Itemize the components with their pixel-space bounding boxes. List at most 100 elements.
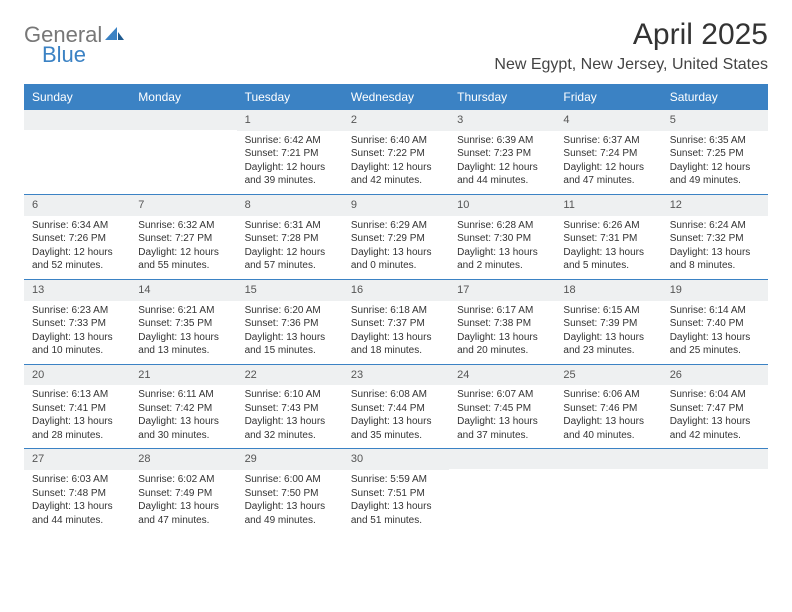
empty-cell: [555, 449, 661, 533]
day-body: Sunrise: 6:23 AMSunset: 7:33 PMDaylight:…: [24, 301, 130, 364]
day-body: Sunrise: 6:14 AMSunset: 7:40 PMDaylight:…: [662, 301, 768, 364]
day-body: Sunrise: 5:59 AMSunset: 7:51 PMDaylight:…: [343, 470, 449, 533]
day-number: [130, 110, 236, 130]
day-body: [130, 130, 236, 139]
day-body: Sunrise: 6:04 AMSunset: 7:47 PMDaylight:…: [662, 385, 768, 448]
day-body: [662, 469, 768, 478]
day-number: [555, 449, 661, 469]
weeks-container: 1Sunrise: 6:42 AMSunset: 7:21 PMDaylight…: [24, 110, 768, 533]
day-body: Sunrise: 6:10 AMSunset: 7:43 PMDaylight:…: [237, 385, 343, 448]
day-cell: 19Sunrise: 6:14 AMSunset: 7:40 PMDayligh…: [662, 280, 768, 364]
day-cell: 9Sunrise: 6:29 AMSunset: 7:29 PMDaylight…: [343, 195, 449, 279]
day-header-sunday: Sunday: [24, 84, 130, 110]
day-body: Sunrise: 6:35 AMSunset: 7:25 PMDaylight:…: [662, 131, 768, 194]
day-header-tuesday: Tuesday: [237, 84, 343, 110]
day-cell: 24Sunrise: 6:07 AMSunset: 7:45 PMDayligh…: [449, 365, 555, 449]
day-cell: 17Sunrise: 6:17 AMSunset: 7:38 PMDayligh…: [449, 280, 555, 364]
day-body: Sunrise: 6:42 AMSunset: 7:21 PMDaylight:…: [237, 131, 343, 194]
day-number: [449, 449, 555, 469]
day-number: 17: [449, 280, 555, 301]
day-cell: 22Sunrise: 6:10 AMSunset: 7:43 PMDayligh…: [237, 365, 343, 449]
day-body: Sunrise: 6:17 AMSunset: 7:38 PMDaylight:…: [449, 301, 555, 364]
day-body: Sunrise: 6:39 AMSunset: 7:23 PMDaylight:…: [449, 131, 555, 194]
day-body: [24, 130, 130, 139]
day-cell: 30Sunrise: 5:59 AMSunset: 7:51 PMDayligh…: [343, 449, 449, 533]
day-number: 27: [24, 449, 130, 470]
day-cell: 7Sunrise: 6:32 AMSunset: 7:27 PMDaylight…: [130, 195, 236, 279]
day-body: Sunrise: 6:18 AMSunset: 7:37 PMDaylight:…: [343, 301, 449, 364]
day-body: Sunrise: 6:28 AMSunset: 7:30 PMDaylight:…: [449, 216, 555, 279]
day-cell: 11Sunrise: 6:26 AMSunset: 7:31 PMDayligh…: [555, 195, 661, 279]
day-cell: 21Sunrise: 6:11 AMSunset: 7:42 PMDayligh…: [130, 365, 236, 449]
day-number: 5: [662, 110, 768, 131]
day-number: 29: [237, 449, 343, 470]
day-cell: 20Sunrise: 6:13 AMSunset: 7:41 PMDayligh…: [24, 365, 130, 449]
day-body: Sunrise: 6:34 AMSunset: 7:26 PMDaylight:…: [24, 216, 130, 279]
day-body: Sunrise: 6:29 AMSunset: 7:29 PMDaylight:…: [343, 216, 449, 279]
day-number: 12: [662, 195, 768, 216]
day-number: 11: [555, 195, 661, 216]
day-cell: 26Sunrise: 6:04 AMSunset: 7:47 PMDayligh…: [662, 365, 768, 449]
day-body: Sunrise: 6:02 AMSunset: 7:49 PMDaylight:…: [130, 470, 236, 533]
day-cell: 29Sunrise: 6:00 AMSunset: 7:50 PMDayligh…: [237, 449, 343, 533]
day-body: [555, 469, 661, 478]
day-body: Sunrise: 6:07 AMSunset: 7:45 PMDaylight:…: [449, 385, 555, 448]
day-body: Sunrise: 6:11 AMSunset: 7:42 PMDaylight:…: [130, 385, 236, 448]
day-cell: 4Sunrise: 6:37 AMSunset: 7:24 PMDaylight…: [555, 110, 661, 194]
day-number: 8: [237, 195, 343, 216]
day-header-wednesday: Wednesday: [343, 84, 449, 110]
day-number: [24, 110, 130, 130]
day-number: 22: [237, 365, 343, 386]
day-body: Sunrise: 6:06 AMSunset: 7:46 PMDaylight:…: [555, 385, 661, 448]
month-title: April 2025: [494, 18, 768, 52]
day-number: 26: [662, 365, 768, 386]
day-cell: 2Sunrise: 6:40 AMSunset: 7:22 PMDaylight…: [343, 110, 449, 194]
day-body: Sunrise: 6:32 AMSunset: 7:27 PMDaylight:…: [130, 216, 236, 279]
day-number: 2: [343, 110, 449, 131]
day-body: Sunrise: 6:26 AMSunset: 7:31 PMDaylight:…: [555, 216, 661, 279]
day-number: 20: [24, 365, 130, 386]
day-number: 24: [449, 365, 555, 386]
day-cell: 5Sunrise: 6:35 AMSunset: 7:25 PMDaylight…: [662, 110, 768, 194]
empty-cell: [130, 110, 236, 194]
day-number: 28: [130, 449, 236, 470]
day-body: Sunrise: 6:31 AMSunset: 7:28 PMDaylight:…: [237, 216, 343, 279]
week-row: 20Sunrise: 6:13 AMSunset: 7:41 PMDayligh…: [24, 364, 768, 449]
week-row: 1Sunrise: 6:42 AMSunset: 7:21 PMDaylight…: [24, 110, 768, 194]
day-cell: 10Sunrise: 6:28 AMSunset: 7:30 PMDayligh…: [449, 195, 555, 279]
week-row: 6Sunrise: 6:34 AMSunset: 7:26 PMDaylight…: [24, 194, 768, 279]
logo: GeneralBlue: [24, 24, 126, 66]
day-body: [449, 469, 555, 478]
day-number: 3: [449, 110, 555, 131]
empty-cell: [24, 110, 130, 194]
day-number: 25: [555, 365, 661, 386]
day-cell: 6Sunrise: 6:34 AMSunset: 7:26 PMDaylight…: [24, 195, 130, 279]
location: New Egypt, New Jersey, United States: [494, 56, 768, 74]
day-cell: 18Sunrise: 6:15 AMSunset: 7:39 PMDayligh…: [555, 280, 661, 364]
day-number: 10: [449, 195, 555, 216]
day-number: 15: [237, 280, 343, 301]
day-cell: 16Sunrise: 6:18 AMSunset: 7:37 PMDayligh…: [343, 280, 449, 364]
day-number: 14: [130, 280, 236, 301]
day-cell: 23Sunrise: 6:08 AMSunset: 7:44 PMDayligh…: [343, 365, 449, 449]
day-body: Sunrise: 6:13 AMSunset: 7:41 PMDaylight:…: [24, 385, 130, 448]
day-cell: 28Sunrise: 6:02 AMSunset: 7:49 PMDayligh…: [130, 449, 236, 533]
day-number: 16: [343, 280, 449, 301]
empty-cell: [662, 449, 768, 533]
day-number: 9: [343, 195, 449, 216]
day-number: 6: [24, 195, 130, 216]
day-cell: 15Sunrise: 6:20 AMSunset: 7:36 PMDayligh…: [237, 280, 343, 364]
day-body: Sunrise: 6:20 AMSunset: 7:36 PMDaylight:…: [237, 301, 343, 364]
day-number: 7: [130, 195, 236, 216]
day-cell: 1Sunrise: 6:42 AMSunset: 7:21 PMDaylight…: [237, 110, 343, 194]
day-body: Sunrise: 6:24 AMSunset: 7:32 PMDaylight:…: [662, 216, 768, 279]
day-body: Sunrise: 6:00 AMSunset: 7:50 PMDaylight:…: [237, 470, 343, 533]
day-body: Sunrise: 6:21 AMSunset: 7:35 PMDaylight:…: [130, 301, 236, 364]
week-row: 13Sunrise: 6:23 AMSunset: 7:33 PMDayligh…: [24, 279, 768, 364]
day-header-friday: Friday: [555, 84, 661, 110]
day-header-saturday: Saturday: [662, 84, 768, 110]
day-cell: 8Sunrise: 6:31 AMSunset: 7:28 PMDaylight…: [237, 195, 343, 279]
day-cell: 25Sunrise: 6:06 AMSunset: 7:46 PMDayligh…: [555, 365, 661, 449]
day-cell: 13Sunrise: 6:23 AMSunset: 7:33 PMDayligh…: [24, 280, 130, 364]
day-number: [662, 449, 768, 469]
